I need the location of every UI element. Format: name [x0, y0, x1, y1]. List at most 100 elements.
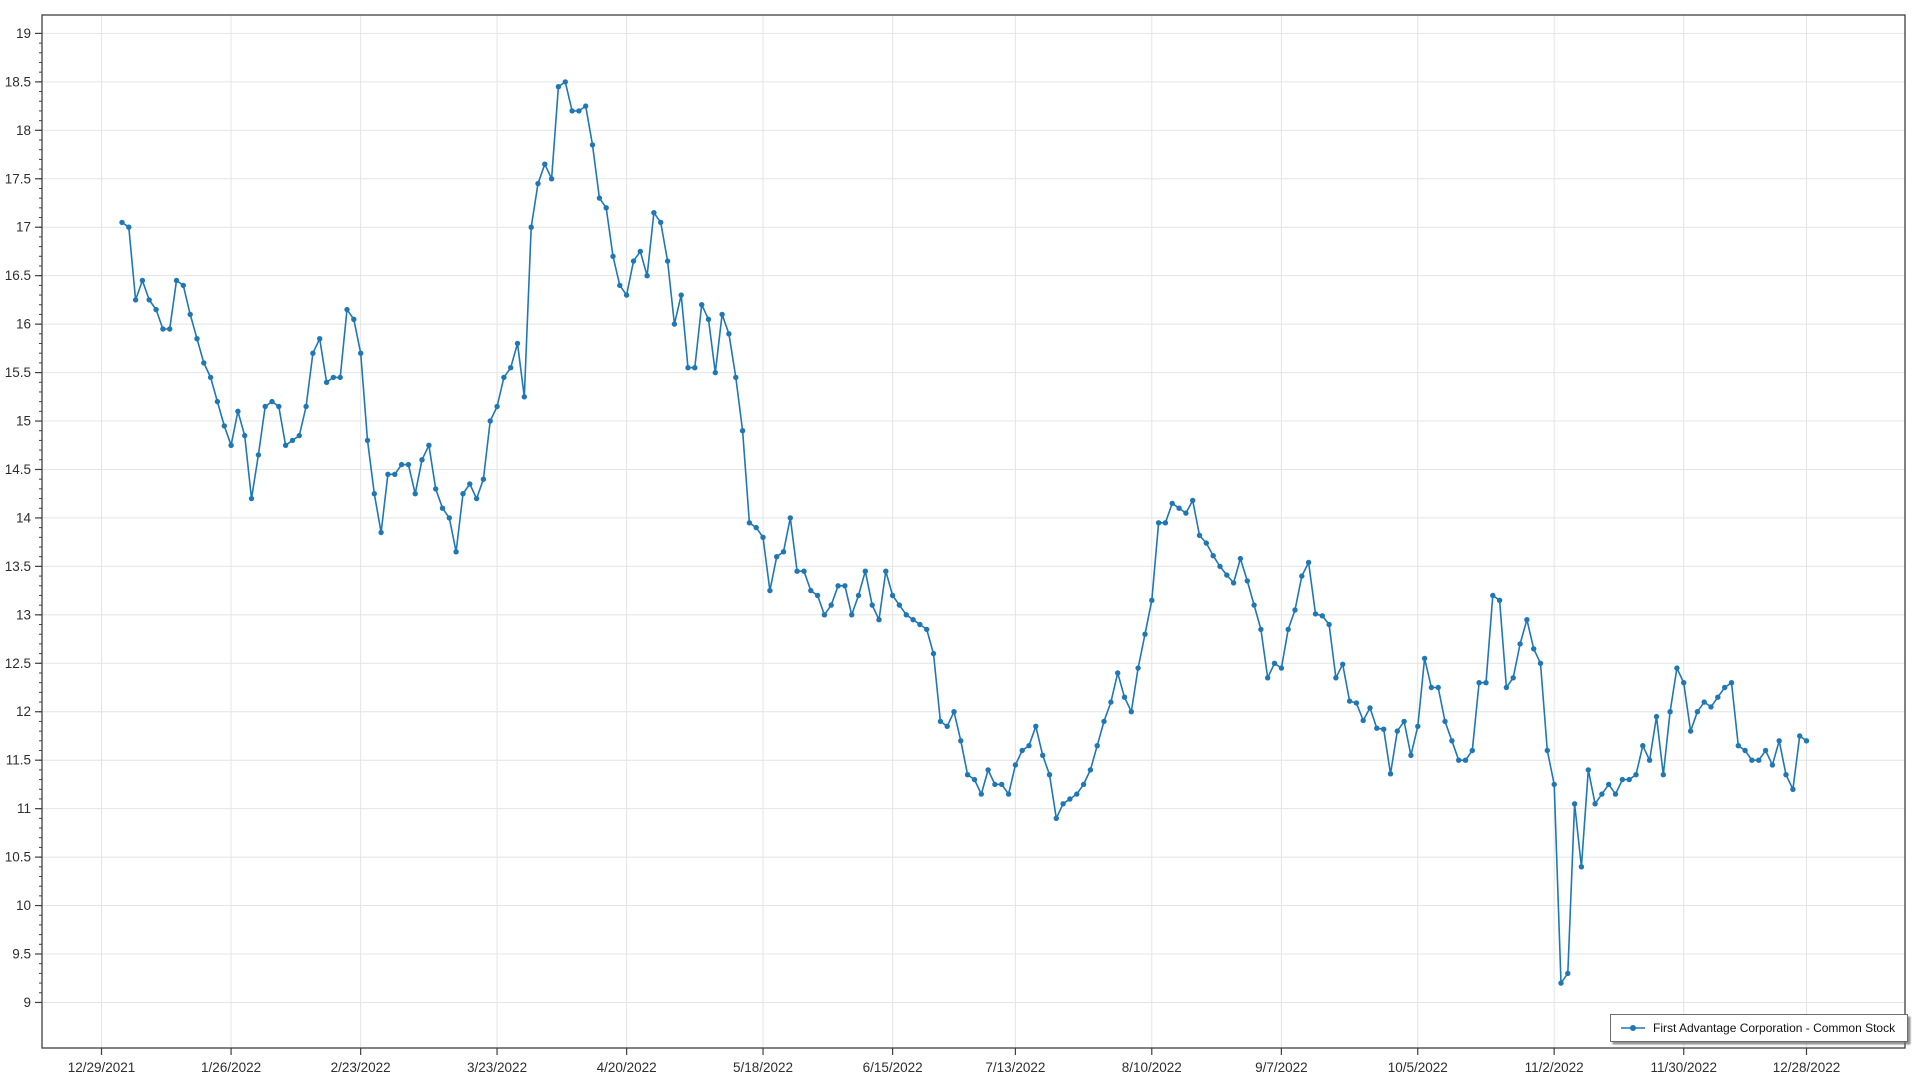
- data-point-marker: [603, 205, 609, 211]
- data-point-marker: [1060, 801, 1066, 807]
- data-point-marker: [1687, 728, 1694, 734]
- data-point-marker: [821, 612, 828, 618]
- data-point-marker: [794, 568, 800, 574]
- data-point-marker: [678, 292, 684, 298]
- data-point-marker: [364, 437, 371, 444]
- data-point-marker: [705, 316, 712, 322]
- data-point-marker: [146, 297, 152, 303]
- data-point-marker: [535, 180, 541, 187]
- x-axis-tick-label: 1/26/2022: [201, 1060, 261, 1075]
- data-point-marker: [1012, 762, 1019, 768]
- data-point-marker: [1381, 726, 1387, 732]
- data-point-marker: [896, 602, 903, 608]
- data-point-marker: [1394, 728, 1401, 734]
- data-point-marker: [1496, 597, 1503, 603]
- data-point-marker: [719, 311, 725, 318]
- data-point-marker: [1142, 631, 1148, 637]
- y-axis-tick-label: 18: [16, 123, 31, 138]
- x-axis-tick-label: 11/2/2022: [1525, 1060, 1584, 1075]
- data-point-marker: [1667, 709, 1673, 715]
- x-axis-tick-label: 5/18/2022: [733, 1060, 793, 1075]
- data-point-marker: [344, 306, 350, 313]
- data-point-marker: [985, 767, 991, 773]
- data-point-marker: [351, 316, 357, 322]
- data-point-marker: [1374, 725, 1380, 731]
- data-point-marker: [1128, 709, 1135, 715]
- data-point-marker: [1196, 532, 1203, 539]
- data-point-marker: [753, 524, 759, 531]
- data-point-marker: [1401, 718, 1407, 725]
- data-point-marker: [255, 452, 262, 458]
- data-point-marker: [644, 273, 650, 279]
- data-point-marker: [139, 277, 146, 284]
- data-point-marker: [576, 108, 582, 114]
- data-point-marker: [1681, 680, 1687, 686]
- data-point-marker: [1626, 776, 1632, 783]
- data-point-marker: [726, 331, 732, 337]
- data-point-marker: [910, 617, 916, 623]
- data-point-marker: [1340, 661, 1346, 667]
- data-point-marker: [248, 495, 255, 502]
- data-point-marker: [426, 442, 432, 448]
- data-point-marker: [1660, 772, 1667, 778]
- data-point-marker: [808, 587, 814, 594]
- data-point-marker: [1483, 680, 1489, 686]
- data-point-marker: [1019, 747, 1025, 754]
- data-point-marker: [917, 621, 923, 628]
- data-point-marker: [862, 568, 868, 574]
- data-point-marker: [1551, 781, 1557, 788]
- x-axis-tick-label: 10/5/2022: [1388, 1060, 1448, 1075]
- data-point-marker: [1005, 791, 1012, 797]
- data-point-marker: [276, 403, 282, 410]
- data-point-marker: [760, 534, 766, 540]
- data-point-marker: [1026, 743, 1032, 749]
- data-point-marker: [937, 718, 944, 725]
- data-point-marker: [126, 224, 132, 230]
- data-point-marker: [1456, 757, 1462, 763]
- y-axis-tick-label: 9: [23, 995, 31, 1010]
- data-point-marker: [562, 79, 568, 85]
- data-point-marker: [1803, 738, 1810, 744]
- data-point-marker: [835, 583, 841, 589]
- y-axis-tick-label: 10.5: [5, 850, 31, 865]
- data-point-marker: [1080, 781, 1087, 788]
- data-point-marker: [160, 326, 166, 332]
- data-point-marker: [555, 84, 562, 90]
- data-point-marker: [310, 350, 316, 356]
- data-point-marker: [180, 282, 186, 289]
- y-axis-tick-label: 16: [16, 317, 31, 332]
- data-point-marker: [787, 515, 793, 521]
- data-point-marker: [1278, 665, 1285, 671]
- data-point-marker: [1633, 772, 1639, 778]
- data-point-marker: [903, 612, 909, 618]
- data-point-marker: [692, 365, 698, 371]
- data-point-marker: [1640, 743, 1646, 749]
- data-point-marker: [337, 374, 343, 381]
- data-point-marker: [596, 195, 603, 201]
- data-point-marker: [542, 161, 548, 167]
- x-axis-tick-label: 2/23/2022: [331, 1060, 391, 1075]
- data-point-marker: [651, 210, 657, 216]
- data-point-marker: [1217, 563, 1223, 570]
- data-point-marker: [1674, 665, 1680, 671]
- data-point-marker: [289, 437, 296, 444]
- data-point-marker: [1292, 607, 1298, 613]
- data-point-marker: [1653, 713, 1660, 720]
- data-point-marker: [658, 219, 664, 226]
- data-point-marker: [1531, 646, 1537, 652]
- data-point-marker: [398, 461, 405, 468]
- data-point-marker: [1169, 500, 1175, 507]
- data-point-marker: [1783, 772, 1789, 778]
- data-point-marker: [262, 403, 268, 410]
- y-axis-tick-label: 19: [16, 26, 31, 41]
- data-point-marker: [1305, 559, 1312, 566]
- data-point-marker: [1428, 684, 1435, 691]
- data-point-marker: [944, 723, 950, 729]
- y-axis-tick-label: 17.5: [5, 171, 31, 186]
- data-point-marker: [392, 471, 398, 477]
- y-axis-tick-label: 17: [16, 220, 31, 235]
- data-point-marker: [1469, 747, 1476, 754]
- data-point-marker: [1203, 540, 1210, 546]
